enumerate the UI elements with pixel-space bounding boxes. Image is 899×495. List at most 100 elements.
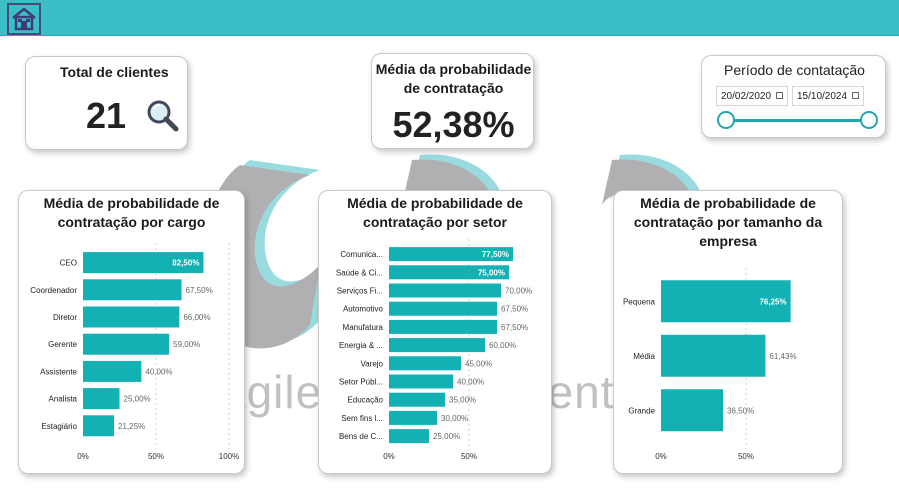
x-tick-label: 0% bbox=[383, 452, 395, 461]
data-label: 60,00% bbox=[489, 341, 516, 350]
data-label: 66,00% bbox=[183, 313, 210, 322]
bar bbox=[83, 252, 204, 274]
chart-prob-by-company-size-title: Média de probabilidade de contratação po… bbox=[614, 194, 842, 251]
bar bbox=[389, 301, 497, 316]
category-label: CEO bbox=[60, 259, 77, 268]
category-label: Comunica... bbox=[340, 250, 383, 259]
kpi-avg-probability-title-line1: Média da probabilidade bbox=[375, 61, 532, 77]
data-label: 76,25% bbox=[759, 297, 786, 306]
chart-title-line: Média de probabilidade de bbox=[347, 195, 523, 211]
home-icon bbox=[12, 7, 36, 31]
category-label: Saúde & Ci... bbox=[336, 268, 383, 277]
magnifier-icon[interactable] bbox=[146, 99, 180, 133]
data-label: 21,25% bbox=[118, 422, 145, 431]
kpi-total-clients-title: Total de clientes bbox=[60, 64, 169, 80]
category-label: Setor Públ... bbox=[339, 378, 383, 387]
x-tick-label: 100% bbox=[219, 452, 239, 461]
chart-title-line: contratação por cargo bbox=[57, 214, 206, 230]
date-range-start-handle[interactable] bbox=[717, 111, 735, 129]
top-bar bbox=[0, 0, 899, 36]
end-date-input[interactable]: 15/10/2024 bbox=[792, 86, 864, 106]
bar bbox=[83, 306, 180, 328]
start-date-input[interactable]: 20/02/2020 bbox=[716, 86, 788, 106]
bar bbox=[83, 388, 120, 410]
chart-title-line: Média de probabilidade de bbox=[640, 195, 816, 211]
category-label: Manufatura bbox=[343, 323, 384, 332]
bar bbox=[83, 279, 182, 301]
category-label: Gerente bbox=[48, 340, 77, 349]
x-tick-label: 0% bbox=[655, 452, 667, 461]
period-slicer-title: Período de contatação bbox=[724, 62, 865, 78]
kpi-avg-probability-card: Média da probabilidade de contratação 52… bbox=[371, 53, 534, 149]
data-label: 30,00% bbox=[441, 414, 468, 423]
data-label: 75,00% bbox=[478, 268, 505, 277]
bar bbox=[661, 334, 766, 377]
date-range-slider-track[interactable] bbox=[726, 119, 869, 122]
home-button[interactable] bbox=[7, 3, 41, 35]
category-label: Varejo bbox=[360, 359, 383, 368]
chart-prob-by-role-card: Média de probabilidade de contratação po… bbox=[18, 190, 245, 474]
bar bbox=[389, 265, 509, 280]
category-label: Diretor bbox=[53, 313, 77, 322]
chart-prob-by-sector-title: Média de probabilidade de contratação po… bbox=[319, 194, 551, 232]
category-label: Serviços Fi... bbox=[337, 287, 383, 296]
chart-title-line: Média de probabilidade de bbox=[43, 195, 220, 211]
date-range-end-handle[interactable] bbox=[860, 111, 878, 129]
data-label: 25,00% bbox=[124, 395, 151, 404]
x-tick-label: 50% bbox=[148, 452, 164, 461]
kpi-total-clients-value: 21 bbox=[86, 95, 127, 136]
calendar-icon[interactable] bbox=[852, 92, 859, 99]
data-label: 36,50% bbox=[727, 406, 754, 415]
data-label: 25,00% bbox=[433, 432, 460, 441]
bar bbox=[389, 283, 501, 298]
x-tick-label: 50% bbox=[461, 452, 477, 461]
data-label: 67,50% bbox=[501, 323, 528, 332]
chart-title-line: contratação por tamanho da bbox=[633, 214, 823, 230]
data-label: 77,50% bbox=[482, 250, 509, 259]
category-label: Bens de C... bbox=[339, 432, 383, 441]
data-label: 40,00% bbox=[145, 367, 172, 376]
data-label: 82,50% bbox=[172, 259, 199, 268]
bar bbox=[661, 280, 791, 323]
category-label: Média bbox=[633, 352, 655, 361]
data-label: 67,50% bbox=[186, 286, 213, 295]
data-label: 61,43% bbox=[769, 352, 796, 361]
bar bbox=[389, 247, 513, 262]
chart-title-line: empresa bbox=[699, 233, 757, 249]
chart-prob-by-role: 0% 50% 100% CEO 82,50% Coordenador 67,50% Diret… bbox=[30, 243, 239, 461]
chart-title-line: contratação por setor bbox=[363, 214, 507, 230]
chart-prob-by-company-size: 0% 50% Pequena 76,25% Média 61,43% Grande 36,50… bbox=[623, 268, 797, 461]
chart-prob-by-sector: 0% 50% Comunica... 77,50% Saúde & Ci... 75,00… bbox=[336, 239, 532, 461]
data-label: 45,00% bbox=[465, 359, 492, 368]
bar bbox=[83, 360, 142, 382]
x-tick-label: 0% bbox=[77, 452, 89, 461]
category-label: Estagiário bbox=[41, 422, 77, 431]
calendar-icon[interactable] bbox=[776, 92, 783, 99]
data-label: 59,00% bbox=[173, 340, 200, 349]
category-label: Sem fins l... bbox=[341, 414, 383, 423]
chart-prob-by-role-title: Média de probabilidade de contratação po… bbox=[19, 194, 244, 232]
bar bbox=[661, 389, 724, 432]
category-label: Grande bbox=[628, 406, 655, 415]
bar bbox=[83, 333, 170, 355]
kpi-avg-probability-title: Média da probabilidade de contratação bbox=[372, 60, 535, 98]
category-label: Coordenador bbox=[30, 286, 77, 295]
bar bbox=[83, 415, 115, 437]
data-label: 40,00% bbox=[457, 378, 484, 387]
bar bbox=[389, 338, 485, 353]
start-date-value: 20/02/2020 bbox=[721, 91, 772, 102]
bar bbox=[389, 319, 497, 334]
category-label: Analista bbox=[49, 395, 78, 404]
chart-prob-by-sector-card: Média de probabilidade de contratação po… bbox=[318, 190, 552, 474]
bar bbox=[389, 374, 453, 389]
category-label: Educação bbox=[347, 396, 383, 405]
bar bbox=[389, 429, 429, 444]
x-tick-label: 50% bbox=[738, 452, 754, 461]
chart-prob-by-company-size-card: Média de probabilidade de contratação po… bbox=[613, 190, 843, 474]
period-slicer-card: Período de contatação 20/02/2020 15/10/2… bbox=[701, 55, 886, 138]
kpi-total-clients-card: Total de clientes 21 bbox=[25, 56, 188, 150]
bar bbox=[389, 356, 461, 371]
bar bbox=[389, 392, 445, 407]
category-label: Pequena bbox=[623, 297, 656, 306]
category-label: Energia & ... bbox=[339, 341, 383, 350]
